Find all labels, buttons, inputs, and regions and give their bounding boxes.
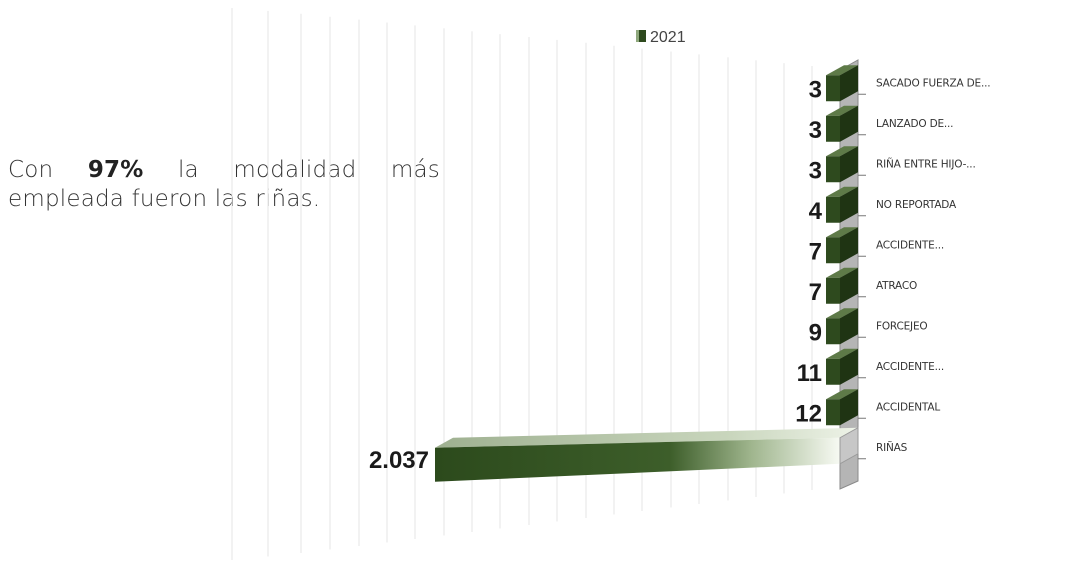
bar-top — [826, 227, 858, 238]
category-label: RIÑAS — [876, 441, 908, 454]
value-label: 11 — [797, 360, 822, 387]
category-label: ACCIDENTE... — [876, 239, 944, 251]
bar-rinas — [435, 437, 840, 482]
category-label: SACADO FUERZA DE... — [876, 77, 990, 89]
caption-prefix: Con — [8, 157, 88, 183]
category-label: ACCIDENTE... — [876, 361, 944, 373]
value-label: 12 — [795, 400, 822, 427]
bar-top — [826, 389, 858, 400]
bar-side — [840, 65, 858, 102]
value-label: 3 — [809, 76, 822, 103]
value-label: 7 — [809, 238, 822, 265]
category-label: LANZADO DE... — [876, 118, 953, 130]
bar — [826, 156, 840, 183]
bar-top — [826, 308, 858, 319]
bar-top — [826, 146, 858, 157]
bar-side — [840, 105, 858, 142]
category-label: NO REPORTADA — [876, 199, 957, 211]
category-label: ACCIDENTAL — [876, 401, 940, 413]
category-label: RIÑA ENTRE HIJO-... — [876, 157, 976, 170]
bars — [435, 65, 859, 482]
value-label: 2.037 — [369, 447, 429, 474]
caption-highlight: 97% — [87, 157, 144, 183]
legend-swatch — [636, 30, 646, 42]
value-label: 9 — [809, 319, 822, 346]
bar — [826, 358, 840, 385]
bar-top — [826, 105, 858, 116]
bar — [826, 75, 840, 102]
bar-side — [840, 227, 858, 264]
value-label: 3 — [809, 157, 822, 184]
value-label: 7 — [809, 279, 822, 306]
bar — [826, 399, 840, 426]
bar-side — [840, 146, 858, 183]
bar-side — [840, 267, 858, 304]
legend-label: 2021 — [650, 29, 686, 46]
category-label: FORCEJEO — [876, 320, 927, 332]
bar — [826, 115, 840, 142]
value-labels: 3 3 3 4 7 7 9 11 12 2.037 — [369, 76, 823, 474]
bar-side — [840, 348, 858, 385]
category-label: ATRACO — [876, 280, 917, 292]
value-label: 4 — [809, 198, 823, 225]
bar — [826, 277, 840, 304]
bar-side — [840, 186, 858, 223]
bar — [826, 196, 840, 223]
legend: 2021 — [636, 29, 686, 46]
bar-top-rinas — [435, 427, 858, 448]
bar-top — [826, 267, 858, 278]
bar-top — [826, 186, 858, 197]
value-label: 3 — [809, 117, 822, 144]
bar-side — [840, 308, 858, 345]
legend-swatch-highlight — [636, 30, 639, 42]
bar — [826, 318, 840, 345]
bar-top — [826, 65, 858, 76]
bar — [826, 237, 840, 264]
category-labels: SACADO FUERZA DE... LANZADO DE... RIÑA ENT… — [858, 77, 991, 460]
bar-end-rinas — [839, 426, 859, 465]
bar-side — [840, 389, 858, 426]
bar-top — [826, 348, 858, 359]
